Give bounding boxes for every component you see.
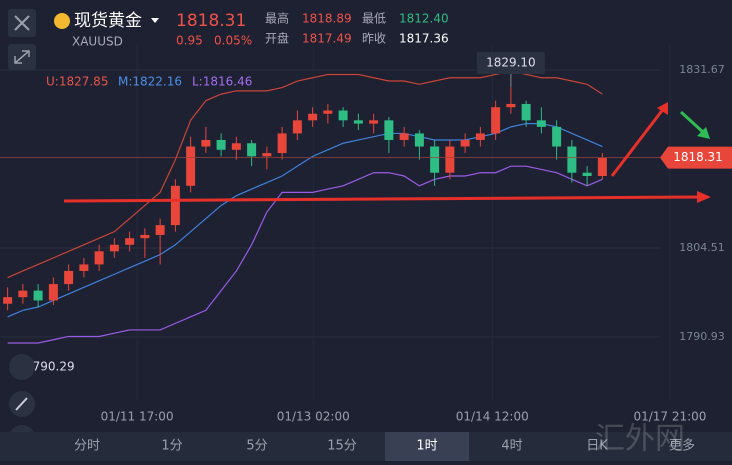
candle-body xyxy=(262,153,272,157)
candle-body xyxy=(33,290,43,301)
candle-body xyxy=(125,238,135,245)
tab[interactable]: 日K xyxy=(586,439,608,454)
candle-body xyxy=(231,143,241,150)
tab-active xyxy=(385,432,469,461)
dropdown-arrow[interactable] xyxy=(151,18,159,23)
indicator-label: U:1827.85 xyxy=(46,75,108,89)
stat-value: 1817.49 xyxy=(302,32,352,46)
expand-button[interactable] xyxy=(8,44,36,70)
price-tag-label: 1818.31 xyxy=(673,150,723,164)
stat-value: 1817.36 xyxy=(399,32,449,46)
candle-body xyxy=(597,157,607,176)
support-line xyxy=(63,195,701,203)
candle-body xyxy=(18,290,28,298)
band-line xyxy=(7,165,603,344)
candle-body xyxy=(399,133,409,140)
gold-icon xyxy=(54,13,70,29)
candle-body xyxy=(79,264,89,271)
candle-body xyxy=(460,139,470,147)
change: 0.95 xyxy=(176,34,203,48)
candle-body xyxy=(353,120,363,124)
candle-body xyxy=(201,139,211,147)
stat-label: 开盘 xyxy=(265,31,289,46)
close-button[interactable] xyxy=(8,9,36,37)
stat-label: 最高 xyxy=(265,11,289,26)
candle-body xyxy=(247,143,257,157)
candle-body xyxy=(292,120,302,134)
candle-body xyxy=(414,133,424,147)
candle-body xyxy=(94,251,104,265)
up-arrow xyxy=(610,107,666,177)
band-line xyxy=(7,122,603,318)
down-arrow-head xyxy=(697,127,710,139)
candle-body xyxy=(155,225,165,235)
candle-body xyxy=(170,185,180,226)
indicator-label: L:1816.46 xyxy=(192,75,252,89)
tab[interactable]: 分时 xyxy=(74,439,100,454)
x-tick-label: 01/17 21:00 xyxy=(633,410,706,424)
candle-body xyxy=(109,244,119,252)
candle-body xyxy=(369,120,379,124)
candle-body xyxy=(48,284,58,301)
tab[interactable]: 15分 xyxy=(327,439,357,454)
candle-body xyxy=(582,172,592,176)
indicator-label: M:1822.16 xyxy=(118,75,182,89)
candle-body xyxy=(308,113,318,121)
y-tick-label: 1804.51 xyxy=(679,241,725,254)
low-label: 1790.29 xyxy=(25,360,75,374)
candle-body xyxy=(475,133,485,140)
tab[interactable]: 5分 xyxy=(246,439,267,454)
candle-body xyxy=(521,103,531,121)
candle-body xyxy=(140,234,150,239)
candle-body xyxy=(430,146,440,173)
stat-label: 最低 xyxy=(362,12,386,26)
candle-body xyxy=(3,297,13,304)
candle-body xyxy=(445,146,455,173)
candle-body xyxy=(491,107,501,134)
title[interactable]: 现货黄金 xyxy=(74,11,142,31)
candle-body xyxy=(536,120,546,127)
candle-body xyxy=(567,146,577,173)
x-tick-label: 01/14 12:00 xyxy=(456,410,529,424)
candle-body xyxy=(277,133,287,154)
up-arrow-head xyxy=(657,102,668,115)
arrow-head xyxy=(697,191,711,203)
x-tick-label: 01/11 17:00 xyxy=(101,410,174,424)
tab-bar xyxy=(0,432,732,461)
stat-value: 1818.89 xyxy=(302,12,352,26)
price-tag xyxy=(660,146,732,169)
candle-body xyxy=(323,110,333,114)
watermark: 汇外网 xyxy=(595,422,685,457)
down-arrow xyxy=(679,110,706,135)
tab[interactable]: 更多 xyxy=(669,438,695,454)
change-pct: 0.05% xyxy=(214,34,252,48)
high-box xyxy=(476,52,545,74)
candle-body xyxy=(186,146,196,186)
x-tick-label: 01/13 02:00 xyxy=(277,410,350,424)
candle-body xyxy=(552,126,562,147)
high-label: 1829.10 xyxy=(486,56,536,70)
stat-value: 1812.40 xyxy=(399,12,449,26)
candle-body xyxy=(506,103,516,108)
candle-body xyxy=(384,120,394,140)
candle-body xyxy=(64,270,74,285)
stat-label: 昨收 xyxy=(362,32,386,46)
tab[interactable]: 4时 xyxy=(501,439,522,454)
price: 1818.31 xyxy=(176,11,246,31)
tab[interactable]: 1分 xyxy=(161,439,182,454)
code: XAUUSD xyxy=(72,35,123,49)
y-tick-label: 1790.93 xyxy=(679,330,725,343)
tab[interactable]: 1时 xyxy=(416,439,437,454)
y-tick-label: 1831.67 xyxy=(679,63,725,76)
candle-body xyxy=(216,139,226,150)
candle-body xyxy=(338,110,348,121)
